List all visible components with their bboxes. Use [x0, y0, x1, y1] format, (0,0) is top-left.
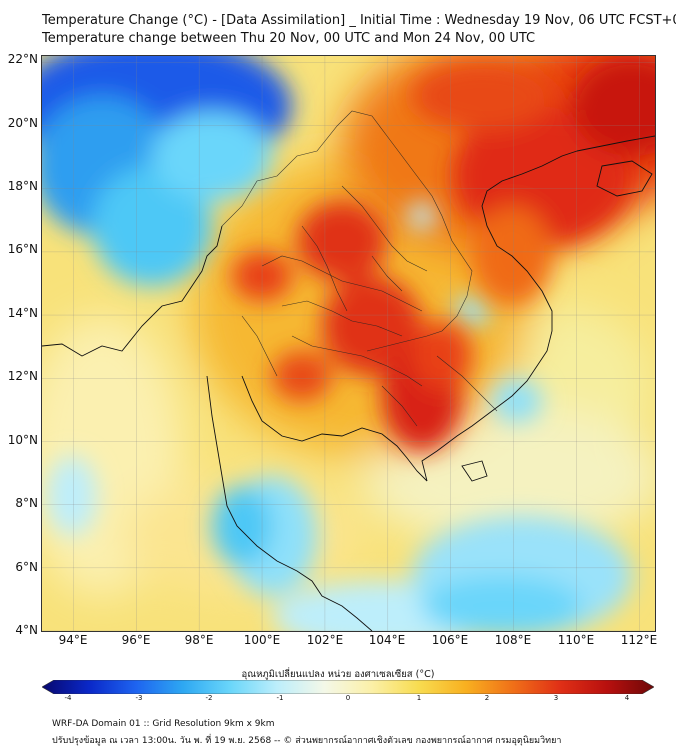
lon-tick-104: 104°E [368, 633, 406, 647]
colorbar-tick: 4 [624, 694, 630, 702]
temperature-change-map [41, 55, 656, 632]
chart-title: Temperature Change (°C) - [Data Assimila… [42, 13, 676, 28]
lat-tick-12: 12°N [7, 369, 38, 383]
colorbar-gradient [42, 680, 654, 694]
lon-tick-98: 98°E [184, 633, 214, 647]
footer-credit: ปรับปรุงข้อมูล ณ เวลา 13:00น. วัน พ. ที่… [52, 736, 562, 746]
colorbar-title: อุณหภูมิเปลี่ยนแปลง หน่วย องศาเซลเซียส (… [241, 669, 435, 680]
lat-tick-18: 18°N [7, 179, 38, 193]
field-hot [232, 56, 655, 451]
lon-tick-102: 102°E [306, 633, 344, 647]
lat-tick-20: 20°N [7, 116, 38, 130]
lon-tick-108: 108°E [494, 633, 532, 647]
lat-tick-4: 4°N [15, 623, 38, 637]
colorbar-tick: 3 [553, 694, 559, 702]
lat-tick-22: 22°N [7, 52, 38, 66]
lon-tick-110: 110°E [557, 633, 595, 647]
graticule [42, 56, 655, 631]
colorbar [42, 680, 654, 694]
lat-tick-10: 10°N [7, 433, 38, 447]
lon-tick-96: 96°E [121, 633, 151, 647]
chart-subtitle: Temperature change between Thu 20 Nov, 0… [42, 31, 536, 46]
lat-tick-14: 14°N [7, 306, 38, 320]
admin-borders [221, 110, 498, 427]
colorbar-tick: -1 [276, 694, 284, 702]
lon-tick-94: 94°E [58, 633, 88, 647]
map-canvas [42, 56, 655, 631]
lat-tick-6: 6°N [15, 560, 38, 574]
lat-tick-16: 16°N [7, 242, 38, 256]
colorbar-tick: 0 [345, 694, 351, 702]
colorbar-tick: 1 [416, 694, 422, 702]
colorbar-tick: -4 [64, 694, 72, 702]
lon-tick-100: 100°E [243, 633, 281, 647]
colorbar-tick: -3 [135, 694, 143, 702]
colorbar-tick: 2 [484, 694, 490, 702]
lon-tick-112: 112°E [620, 633, 658, 647]
lon-tick-106: 106°E [431, 633, 469, 647]
coastlines [42, 135, 655, 631]
colorbar-tick: -2 [205, 694, 213, 702]
footer-model-info: WRF-DA Domain 01 :: Grid Resolution 9km … [52, 719, 275, 729]
lat-tick-8: 8°N [15, 496, 38, 510]
